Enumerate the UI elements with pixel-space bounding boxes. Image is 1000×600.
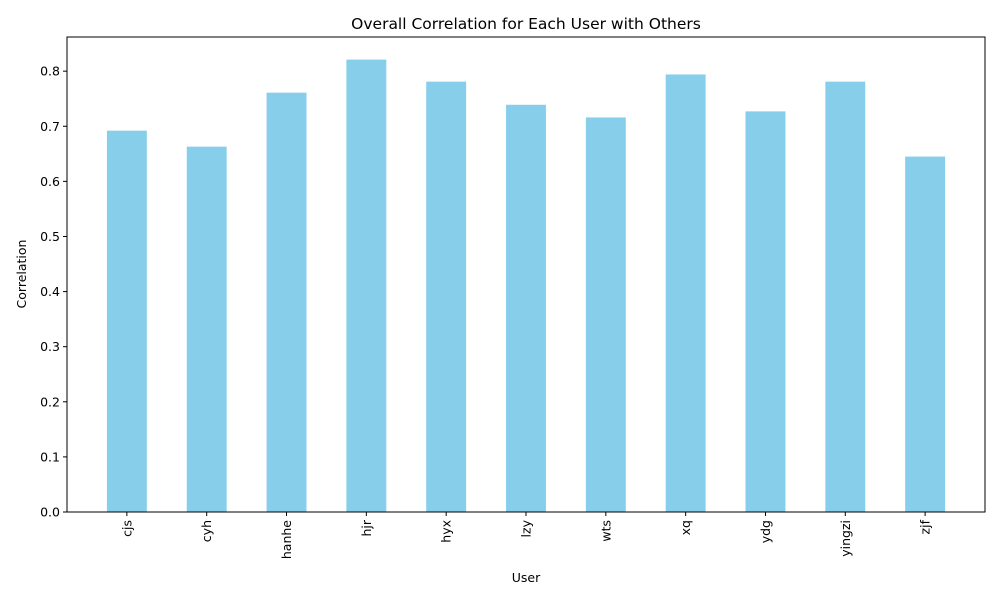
bar-wts xyxy=(585,117,626,512)
bar-yingzi xyxy=(825,81,866,512)
x-tick-label-ydg: ydg xyxy=(758,520,773,543)
x-tick-label-hyx: hyx xyxy=(439,520,454,543)
bars-group xyxy=(106,59,946,513)
y-tick-label-0.6: 0.6 xyxy=(40,174,60,189)
bar-cyh xyxy=(186,146,227,512)
bar-hjr xyxy=(346,59,387,513)
y-tick-label-0.3: 0.3 xyxy=(40,339,60,354)
bar-xq xyxy=(665,74,706,512)
y-axis-label: Correlation xyxy=(14,240,29,309)
y-tick-label-0.1: 0.1 xyxy=(40,449,60,464)
bar-zjf xyxy=(905,156,946,512)
x-tick-label-zjf: zjf xyxy=(918,519,933,534)
y-tick-label-0.7: 0.7 xyxy=(40,119,60,134)
bar-hyx xyxy=(426,81,467,512)
y-axis: 0.0 0.1 0.2 0.3 0.4 0.5 0.6 0.7 0.8 xyxy=(40,64,67,520)
bar-cjs xyxy=(106,130,147,512)
bar-ydg xyxy=(745,111,786,512)
x-axis-label: User xyxy=(512,570,541,585)
x-tick-label-cjs: cjs xyxy=(119,520,134,537)
x-tick-label-yingzi: yingzi xyxy=(838,520,853,557)
bar-lzy xyxy=(506,104,546,512)
x-tick-label-cyh: cyh xyxy=(199,520,214,542)
x-axis: cjs cyh hanhe hjr hyx lzy wts xq ydg yingzi zjf xyxy=(119,512,933,559)
y-tick-label-0.4: 0.4 xyxy=(40,284,60,299)
chart-title: Overall Correlation for Each User with O… xyxy=(351,15,701,33)
y-tick-label-0.0: 0.0 xyxy=(40,505,60,520)
plot-frame xyxy=(66,36,986,513)
x-tick-label-hjr: hjr xyxy=(359,519,374,536)
x-tick-label-xq: xq xyxy=(678,520,693,535)
y-tick-label-0.8: 0.8 xyxy=(40,64,60,79)
x-tick-label-lzy: lzy xyxy=(519,519,534,537)
x-tick-label-hanhe: hanhe xyxy=(279,520,294,559)
y-tick-label-0.2: 0.2 xyxy=(40,394,60,409)
x-tick-label-wts: wts xyxy=(598,520,613,542)
y-tick-label-0.5: 0.5 xyxy=(40,229,60,244)
bar-hanhe xyxy=(266,92,307,512)
